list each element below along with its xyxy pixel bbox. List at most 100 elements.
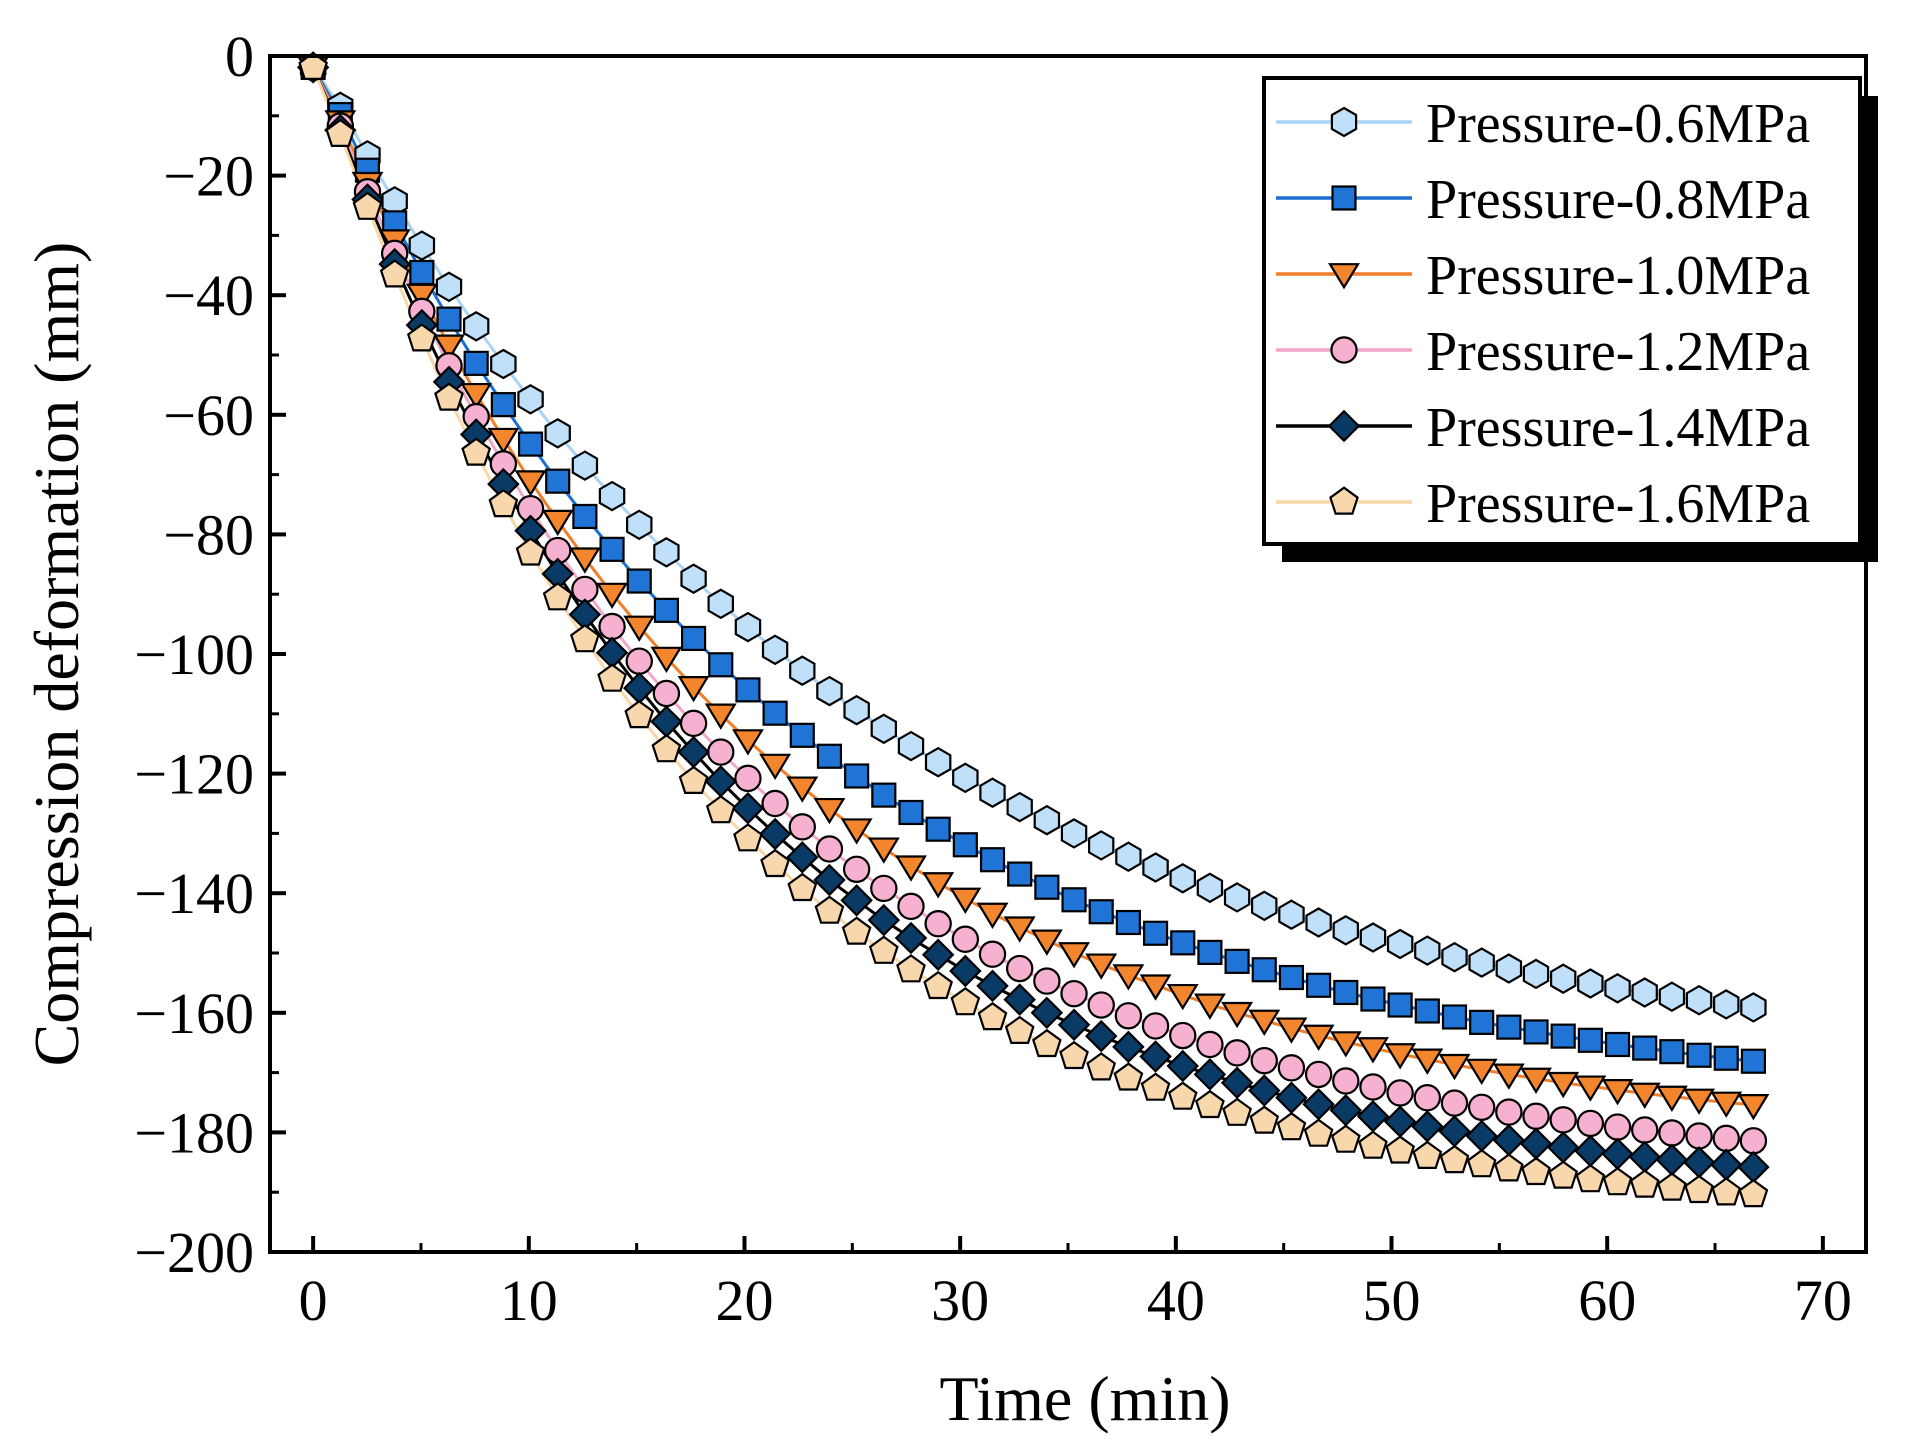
data-point [708,652,734,678]
data-point [1549,1106,1577,1134]
data-point [679,709,708,738]
data-point [979,777,1006,808]
data-point [1411,1048,1444,1075]
y-tick-label: −40 [163,263,254,328]
data-point [1383,1105,1417,1138]
data-point [840,884,873,917]
data-point [925,816,951,842]
data-point [1711,1177,1742,1206]
data-point [1494,1153,1524,1182]
data-point [544,418,571,449]
data-point [568,547,601,574]
legend-entries: Pressure-0.6MPa Pressure-0.8MPa Pressure-1… [1276,93,1810,535]
data-point [1522,958,1550,990]
data-point [650,646,683,674]
data-point [681,625,707,652]
data-point [1007,861,1033,887]
data-point [541,509,574,537]
data-point [515,537,546,566]
data-point [625,647,653,675]
data-point [1003,983,1036,1016]
data-point [844,763,870,789]
data-point [409,259,435,286]
data-point [1087,991,1115,1019]
data-point [950,987,981,1016]
data-point [1169,1021,1197,1050]
data-point [1249,1105,1280,1134]
data-point [1628,1082,1661,1109]
data-point [1332,915,1360,946]
data-point [1683,1088,1716,1115]
data-point [841,916,872,945]
data-point [1004,1015,1035,1045]
data-point [1276,1111,1307,1141]
legend-label: Pressure-0.8MPa [1426,169,1810,231]
y-tick-label: −160 [134,981,254,1046]
data-point [1685,1122,1713,1150]
data-point [1003,916,1036,943]
data-point [461,437,492,466]
data-point [1577,968,1604,999]
data-point [623,615,656,642]
data-point [545,468,571,494]
data-point [436,306,462,332]
data-point [1222,1097,1252,1126]
data-point [951,925,980,953]
data-point [1196,872,1224,904]
data-point [734,764,762,793]
data-point [599,536,625,562]
data-point [1112,1030,1145,1064]
data-point [1305,907,1332,938]
data-point [731,729,764,756]
data-point [1358,1130,1388,1159]
data-point [678,765,709,795]
data-point [1302,1088,1335,1121]
data-point [949,887,982,915]
data-point [352,191,383,220]
data-point [1601,1137,1634,1171]
data-point [1333,979,1359,1006]
data-point [1304,1060,1333,1089]
data-point [1275,1017,1308,1044]
y-tick-label: −20 [163,144,254,209]
data-point [922,872,955,899]
data-point [1329,1031,1362,1058]
data-point [463,350,489,376]
data-point [761,634,789,666]
data-point [1384,1043,1417,1070]
data-point [1550,1023,1576,1049]
data-point [871,782,897,808]
y-axis-title: Compression deformation (mm) [21,242,92,1067]
data-point [1686,1042,1712,1068]
data-point [1251,957,1277,983]
data-point [1438,1053,1471,1081]
data-point [1386,928,1414,960]
legend-marker [1331,185,1357,211]
data-point [625,509,653,541]
data-point [1223,882,1251,913]
data-point [759,753,792,781]
data-point [1166,983,1199,1011]
legend-label: Pressure-1.4MPa [1426,397,1810,459]
data-point [1332,1067,1360,1095]
data-point [816,675,843,707]
data-point [894,921,928,955]
data-point [1221,1001,1254,1029]
data-point [761,789,789,818]
data-point [1387,992,1413,1018]
data-point [1248,1074,1281,1107]
data-point [1061,887,1087,913]
data-point [952,762,979,794]
data-point [1495,953,1523,984]
data-point [1142,920,1169,946]
data-point [1522,1102,1550,1130]
data-point [1306,972,1332,998]
data-point [1629,1169,1660,1198]
data-point [816,743,843,769]
data-point [598,612,626,641]
data-point [921,938,955,972]
data-point [1546,1131,1580,1164]
data-point [1330,1124,1361,1153]
y-tick-label: −140 [134,861,254,926]
